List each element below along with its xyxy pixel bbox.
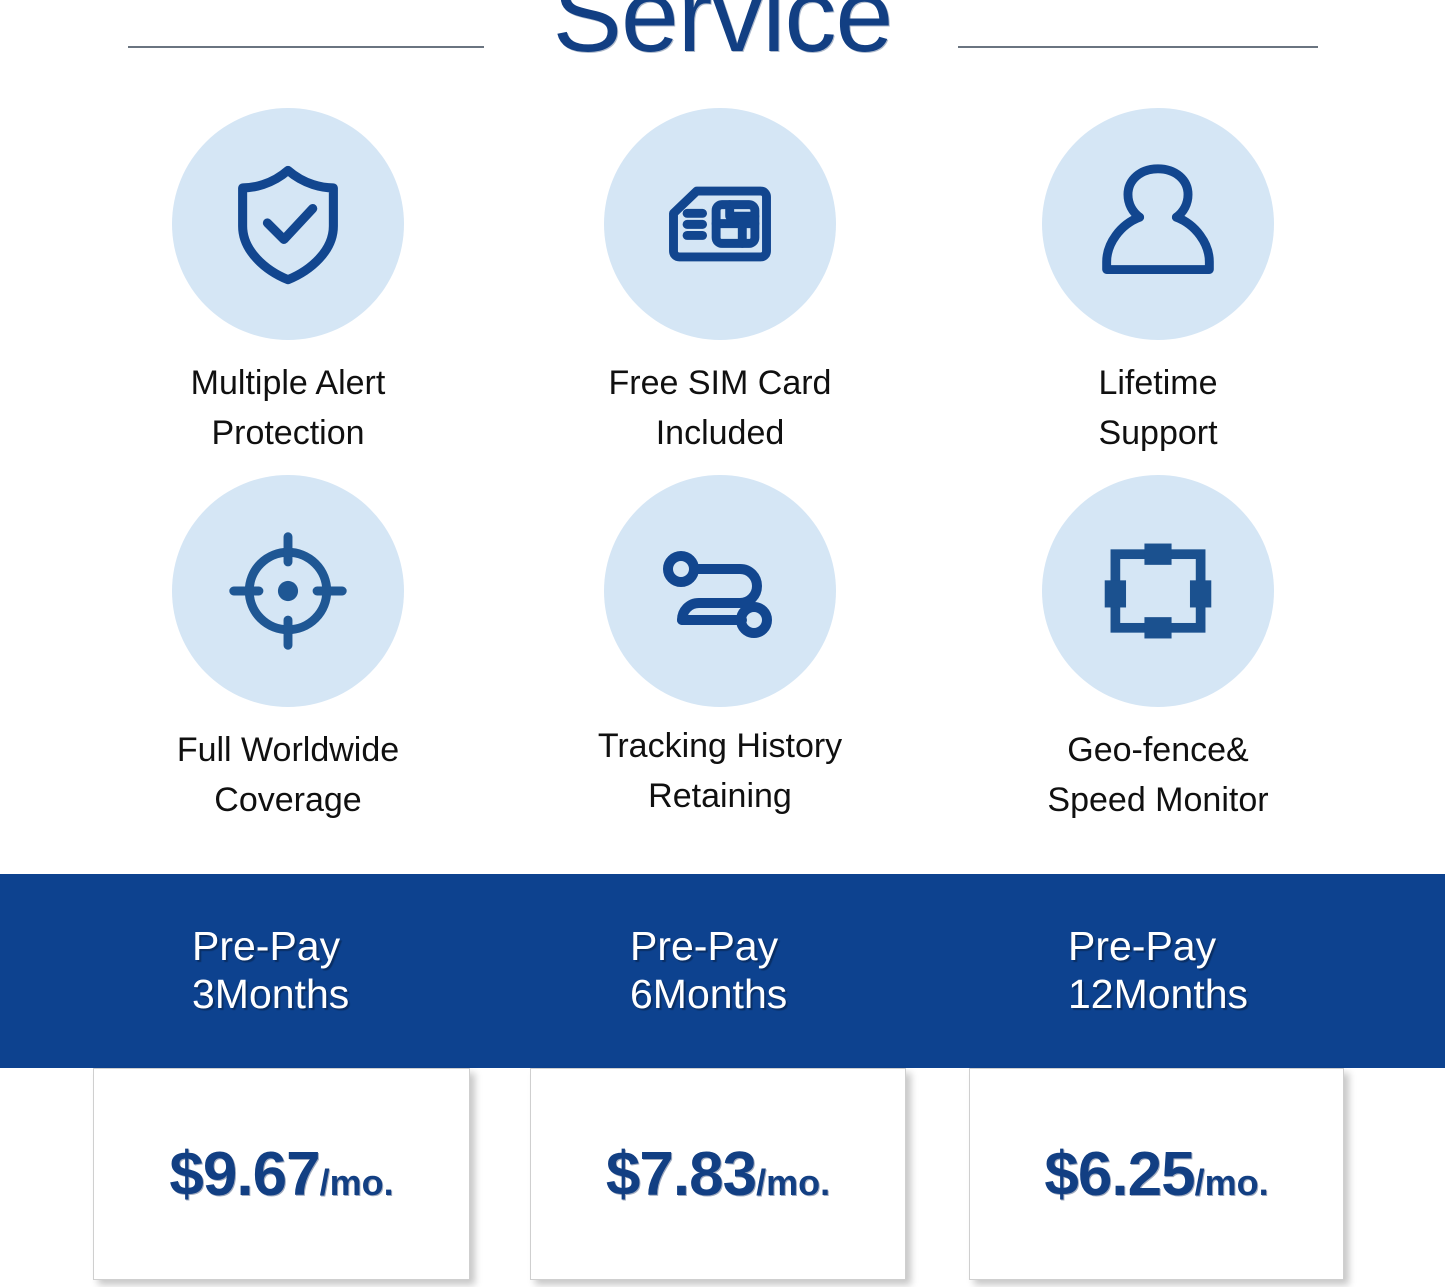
- plan-term-label-3months: Pre-Pay 3Months: [192, 923, 350, 1017]
- header-divider-left: [128, 46, 484, 48]
- sim-card-icon: [658, 162, 782, 286]
- price-unit: /mo.: [319, 1162, 394, 1203]
- price-display: $9.67/mo.: [94, 1139, 469, 1210]
- user-icon: [1096, 162, 1220, 286]
- feature-icon-wrapper: [1042, 108, 1274, 340]
- feature-tracking-history-retaining: Tracking History Retaining: [500, 475, 940, 821]
- price-card-3months[interactable]: $9.67/mo.: [93, 1068, 470, 1280]
- geofence-icon: [1096, 529, 1220, 653]
- feature-label: Multiple Alert Protection: [190, 364, 386, 452]
- feature-icon-wrapper: [604, 475, 836, 707]
- feature-full-worldwide-coverage: Full Worldwide Coverage: [68, 475, 508, 825]
- price-display: $7.83/mo.: [531, 1139, 905, 1210]
- route-history-icon: [656, 527, 784, 655]
- price-card-row: $9.67/mo. $7.83/mo. $6.25/mo.: [0, 1068, 1445, 1287]
- feature-multiple-alert-protection: Multiple Alert Protection: [68, 108, 508, 458]
- plan-term-label-12months: Pre-Pay 12Months: [1068, 923, 1249, 1017]
- feature-label: Tracking History Retaining: [597, 727, 843, 815]
- feature-icon-wrapper: [172, 475, 404, 707]
- price-card-6months[interactable]: $7.83/mo.: [530, 1068, 906, 1280]
- plan-term-label-6months: Pre-Pay 6Months: [630, 923, 788, 1017]
- page-title: Service: [552, 0, 894, 74]
- feature-label: Lifetime Support: [1098, 364, 1218, 452]
- price-unit: /mo.: [756, 1162, 831, 1203]
- price-amount: $6.25: [1044, 1140, 1195, 1209]
- feature-geofence-speed-monitor: Geo-fence& Speed Monitor: [938, 475, 1378, 825]
- feature-icon-wrapper: [604, 108, 836, 340]
- page-header: Service: [0, 0, 1445, 90]
- price-card-12months[interactable]: $6.25/mo.: [969, 1068, 1344, 1280]
- price-display: $6.25/mo.: [970, 1139, 1343, 1210]
- header-divider-right: [958, 46, 1318, 48]
- feature-label: Geo-fence& Speed Monitor: [1047, 731, 1269, 819]
- feature-label: Free SIM Card Included: [608, 364, 832, 452]
- pricing-banner: Pre-Pay 3Months Pre-Pay 6Months Pre-Pay …: [0, 874, 1445, 1068]
- feature-free-sim-card: Free SIM Card Included: [500, 108, 940, 458]
- feature-grid: Multiple Alert Protection Free SIM Card …: [0, 108, 1445, 868]
- price-amount: $7.83: [605, 1140, 757, 1209]
- feature-lifetime-support: Lifetime Support: [938, 108, 1378, 458]
- feature-label: Full Worldwide Coverage: [176, 731, 400, 819]
- crosshair-target-icon: [226, 529, 350, 653]
- feature-icon-wrapper: [172, 108, 404, 340]
- feature-icon-wrapper: [1042, 475, 1274, 707]
- price-amount: $9.67: [169, 1140, 320, 1209]
- shield-check-icon: [222, 158, 354, 290]
- price-unit: /mo.: [1194, 1162, 1269, 1203]
